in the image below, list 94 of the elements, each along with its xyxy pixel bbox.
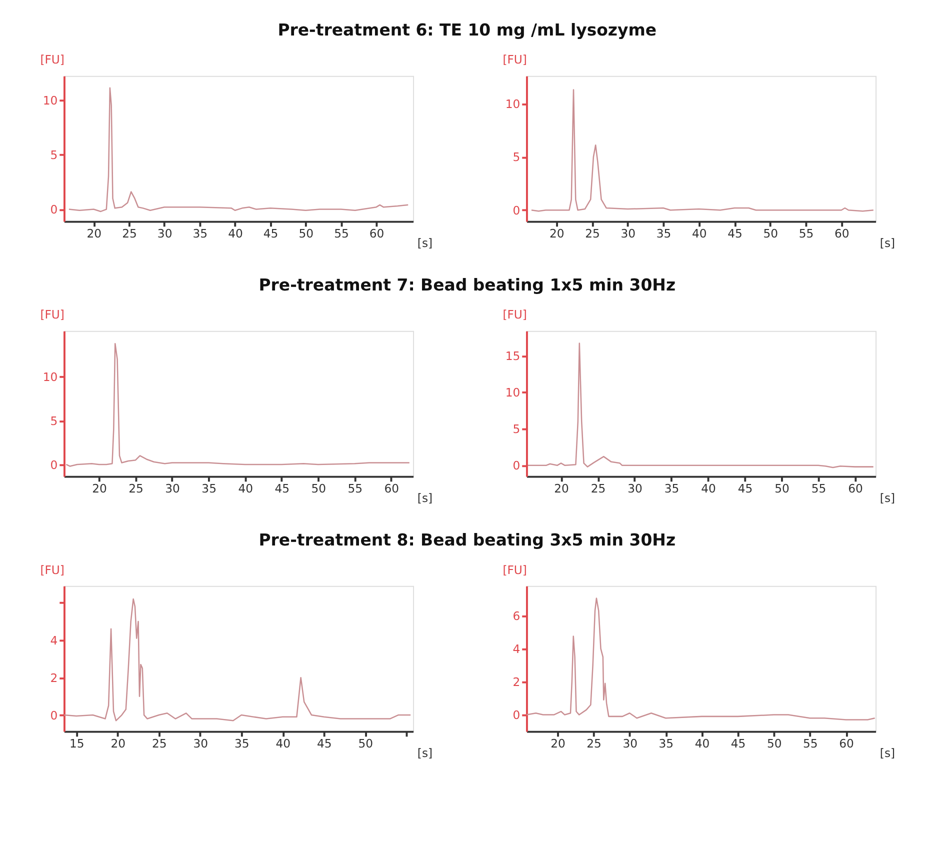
x-tick-label: 15 <box>69 736 84 750</box>
line-series <box>527 342 874 468</box>
y-tick-label: 0 <box>50 708 58 722</box>
x-axis-title: [s] <box>417 491 433 506</box>
x-tick-label: 35 <box>234 736 250 750</box>
y-tick-label: 2 <box>50 670 58 685</box>
x-tick-label: 25 <box>590 481 606 496</box>
x-tick-label: 25 <box>585 226 600 240</box>
x-tick-label: 50 <box>774 481 790 496</box>
x-axis-title: [s] <box>880 746 896 760</box>
y-tick-label: 0 <box>512 458 520 473</box>
x-tick-label: 55 <box>798 226 814 240</box>
x-tick-label: 40 <box>228 226 243 240</box>
y-tick-label: 10 <box>42 93 58 108</box>
y-tick-label: 10 <box>505 96 520 111</box>
line-series <box>66 342 410 467</box>
x-tick-label: 25 <box>128 481 144 496</box>
x-tick-label: 55 <box>334 226 349 240</box>
x-tick-label: 45 <box>728 226 742 240</box>
x-tick-label: 35 <box>192 226 208 240</box>
x-tick-label: 45 <box>738 481 753 496</box>
x-tick-label: 30 <box>620 226 636 240</box>
x-tick-label: 40 <box>238 481 253 496</box>
y-axis-title: [FU] <box>40 52 64 67</box>
x-tick-label: 20 <box>550 226 564 240</box>
x-axis-title: [s] <box>417 236 433 250</box>
x-tick-label: 30 <box>165 481 180 496</box>
x-tick-label: 50 <box>311 481 326 496</box>
x-tick-label: 30 <box>628 481 642 496</box>
x-tick-label: 35 <box>656 226 672 240</box>
x-tick-label: 45 <box>263 226 278 240</box>
y-tick-label: 5 <box>50 414 58 428</box>
y-tick-label: 0 <box>50 202 58 217</box>
y-tick-label: 6 <box>512 608 520 623</box>
x-tick-label: 45 <box>317 736 332 750</box>
text: Pre-treatment 8: Bead beating 3x5 min 30Hz <box>258 530 676 550</box>
y-tick-label: 0 <box>50 458 58 472</box>
x-tick-label: 60 <box>834 226 850 240</box>
x-tick-label: 50 <box>298 226 314 240</box>
x-tick-label: 25 <box>122 226 137 240</box>
x-tick-label: 20 <box>92 481 107 496</box>
x-tick-label: 50 <box>763 226 778 240</box>
x-tick-label: 35 <box>202 481 216 496</box>
y-tick-label: 5 <box>50 148 58 162</box>
x-tick-label: 60 <box>384 481 400 496</box>
y-tick-label: 15 <box>505 349 520 364</box>
x-tick-label: 35 <box>664 481 680 496</box>
y-tick-label: 4 <box>50 634 58 648</box>
x-tick-label: 25 <box>586 736 602 750</box>
x-tick-label: 45 <box>730 736 746 750</box>
x-tick-label: 40 <box>694 736 710 750</box>
x-tick-label: 60 <box>839 736 854 750</box>
y-tick-label: 5 <box>512 422 520 436</box>
y-axis-title: [FU] <box>40 308 64 322</box>
x-tick-label: 25 <box>152 736 167 750</box>
y-tick-label: 0 <box>512 203 520 218</box>
x-axis-title: [s] <box>417 746 433 760</box>
x-tick-label: 50 <box>358 736 374 750</box>
y-axis-title: [FU] <box>40 562 64 577</box>
x-tick-label: 40 <box>692 226 707 240</box>
x-tick-label: 60 <box>369 226 384 240</box>
x-tick-label: 30 <box>622 736 638 750</box>
x-axis-title: [s] <box>880 491 896 506</box>
x-tick-label: 20 <box>550 736 566 750</box>
y-axis-title: [FU] <box>502 562 527 577</box>
y-tick-label: 0 <box>512 708 520 722</box>
y-tick-label: 10 <box>505 386 520 400</box>
y-tick-label: 10 <box>42 370 58 384</box>
x-tick-label: 30 <box>157 226 172 240</box>
text: Pre-treatment 7: Bead beating 1x5 min 30Hz <box>258 276 676 295</box>
y-axis-title: [FU] <box>502 52 527 67</box>
x-tick-label: 40 <box>276 736 291 750</box>
x-tick-label: 20 <box>554 481 569 496</box>
x-tick-label: 40 <box>701 481 716 496</box>
y-tick-label: 2 <box>512 675 520 690</box>
x-tick-label: 20 <box>110 736 126 750</box>
text: Pre-treatment 6: TE 10 mg /mL lysozyme <box>278 20 657 40</box>
y-tick-label: 4 <box>512 642 520 656</box>
line-series <box>64 598 412 722</box>
y-tick-label: 5 <box>512 150 520 164</box>
x-tick-label: 35 <box>658 736 674 750</box>
x-tick-label: 45 <box>274 481 290 496</box>
line-series <box>68 87 409 212</box>
x-tick-label: 30 <box>193 736 208 750</box>
x-tick-label: 55 <box>811 481 826 496</box>
x-axis-title: [s] <box>880 236 896 250</box>
x-tick-label: 20 <box>86 226 102 240</box>
x-tick-label: 50 <box>766 736 782 750</box>
x-tick-label: 55 <box>348 481 363 496</box>
x-tick-label: 55 <box>803 736 818 750</box>
x-tick-label: 60 <box>848 481 863 496</box>
line-series <box>530 89 874 212</box>
y-axis-title: [FU] <box>502 308 527 322</box>
line-series <box>526 598 876 720</box>
